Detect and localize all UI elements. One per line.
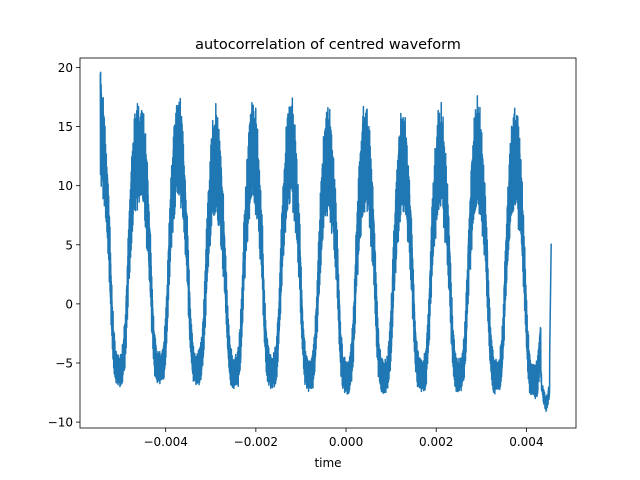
y-tick-label: 10 — [58, 179, 73, 193]
chart-title: autocorrelation of centred waveform — [195, 37, 461, 53]
y-tick-label: −5 — [55, 356, 73, 370]
x-tick-label: −0.002 — [234, 435, 278, 449]
x-tick-label: −0.004 — [143, 435, 187, 449]
x-tick-label: 0.000 — [329, 435, 363, 449]
x-axis: −0.004 −0.002 0.000 0.002 0.004 — [143, 428, 544, 449]
y-tick-label: 15 — [58, 120, 73, 134]
series-line — [99, 71, 552, 413]
plot-area — [79, 57, 577, 429]
axes-frame — [79, 57, 577, 429]
y-tick-label: 5 — [65, 238, 73, 252]
x-axis-label: time — [314, 456, 341, 470]
x-tick-label: 0.004 — [509, 435, 543, 449]
y-axis: −10 −5 0 5 10 15 20 — [48, 61, 80, 430]
y-tick-label: 0 — [65, 297, 73, 311]
y-tick-label: 20 — [58, 61, 73, 75]
x-tick-label: 0.002 — [419, 435, 453, 449]
y-tick-label: −10 — [48, 416, 73, 430]
